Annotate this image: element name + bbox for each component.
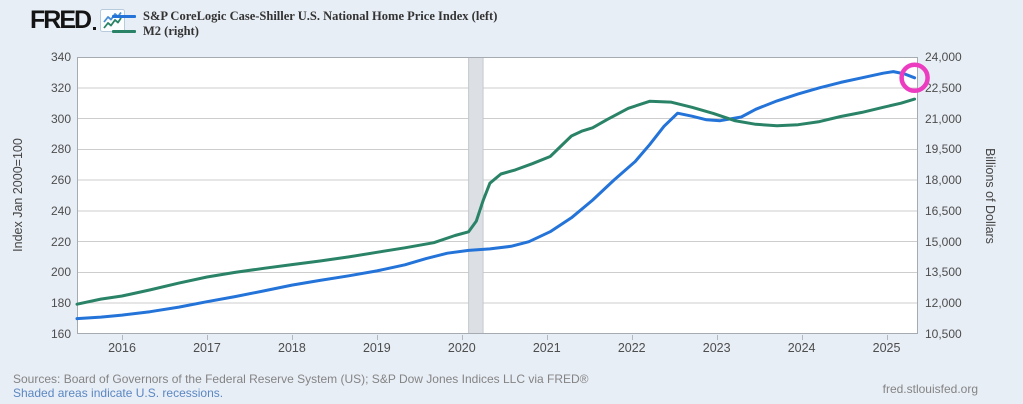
x-axis-year-label: 2017	[193, 341, 221, 355]
x-axis-year-label: 2024	[787, 341, 816, 355]
plot-area[interactable]	[75, 57, 930, 334]
m2-line	[75, 97, 917, 306]
right-axis-tick-labels: 24,000 22,500 21,000 19,500 18,000 16,500 15,0…	[925, 50, 1000, 341]
x-axis-tick-mark	[291, 335, 293, 340]
right-axis-tick-label: 18,000	[925, 173, 962, 188]
left-axis-tick-label: 180	[50, 296, 71, 311]
recession-note-link[interactable]: Shaded areas indicate U.S. recessions.	[13, 386, 224, 400]
x-axis-tick-mark	[546, 335, 548, 340]
x-axis-tick-mark	[376, 335, 378, 340]
x-axis-tick-mark	[461, 335, 463, 340]
left-axis-tick-label: 240	[50, 203, 71, 218]
x-axis-year-label: 2022	[617, 341, 646, 355]
right-axis-tick-label: 10,500	[925, 327, 962, 341]
chart-legend: S&P CoreLogic Case-Shiller U.S. National…	[112, 9, 497, 39]
right-axis-tick-label: 21,000	[925, 111, 962, 126]
left-axis-tick-labels: 340 320 300 280 260 240 220 200 180 160	[0, 50, 71, 341]
left-axis-tick-label: 340	[50, 50, 71, 64]
x-axis-year-label: 2020	[447, 341, 476, 355]
left-axis-tick-label: 280	[50, 142, 71, 157]
left-axis-tick-label: 260	[50, 173, 71, 188]
fred-site-link[interactable]: fred.stlouisfed.org	[882, 382, 978, 396]
legend-label-case-shiller: S&P CoreLogic Case-Shiller U.S. National…	[143, 9, 498, 23]
x-axis-tick-labels: 2016 2017 2018 2019 2020 2021 2022 2023 2024 2025	[0, 334, 1023, 360]
right-axis-tick-label: 12,000	[925, 296, 962, 311]
fred-logo-text: FRED	[30, 6, 92, 34]
legend-item-m2[interactable]: M2 (right)	[112, 24, 497, 39]
plot-background	[77, 57, 918, 334]
recession-band	[468, 57, 484, 334]
x-axis-year-label: 2016	[108, 341, 136, 355]
x-axis-tick-mark	[716, 335, 718, 340]
fred-logo: FRED	[30, 6, 126, 34]
legend-line-swatch-green	[112, 30, 136, 33]
right-axis-tick-label: 16,500	[925, 203, 962, 218]
left-axis-tick-label: 200	[50, 265, 71, 280]
x-axis-tick-mark	[206, 335, 208, 340]
x-axis-tick-mark	[122, 335, 124, 340]
x-axis-tick-mark	[631, 335, 633, 340]
sources-text: Sources: Board of Governors of the Feder…	[13, 372, 589, 386]
x-axis-year-label: 2018	[278, 341, 306, 355]
fred-logo-trademark-dot	[93, 27, 97, 30]
right-axis-tick-label: 22,500	[925, 80, 962, 95]
x-axis-year-label: 2019	[362, 341, 391, 355]
case-shiller-line	[75, 70, 917, 321]
left-axis-tick-label: 300	[50, 111, 71, 126]
x-axis-year-label: 2021	[532, 341, 561, 355]
x-axis-year-label: 2023	[702, 341, 731, 355]
x-axis-tick-mark	[801, 335, 803, 340]
right-axis-tick-label: 19,500	[925, 142, 962, 157]
right-axis-tick-label: 13,500	[925, 265, 962, 280]
left-axis-tick-label: 320	[50, 80, 71, 95]
legend-line-swatch-blue	[112, 15, 136, 18]
x-axis-tick-mark	[886, 335, 888, 340]
legend-item-case-shiller[interactable]: S&P CoreLogic Case-Shiller U.S. National…	[112, 9, 497, 24]
x-axis-year-label: 2025	[872, 341, 901, 355]
legend-label-m2: M2 (right)	[143, 24, 199, 38]
plot-border	[77, 57, 918, 334]
highlight-circle-annotation	[899, 62, 930, 94]
right-axis-tick-label: 24,000	[925, 50, 962, 64]
left-axis-tick-label: 160	[50, 327, 71, 341]
left-axis-tick-label: 220	[50, 234, 71, 249]
right-axis-tick-label: 15,000	[925, 234, 962, 249]
